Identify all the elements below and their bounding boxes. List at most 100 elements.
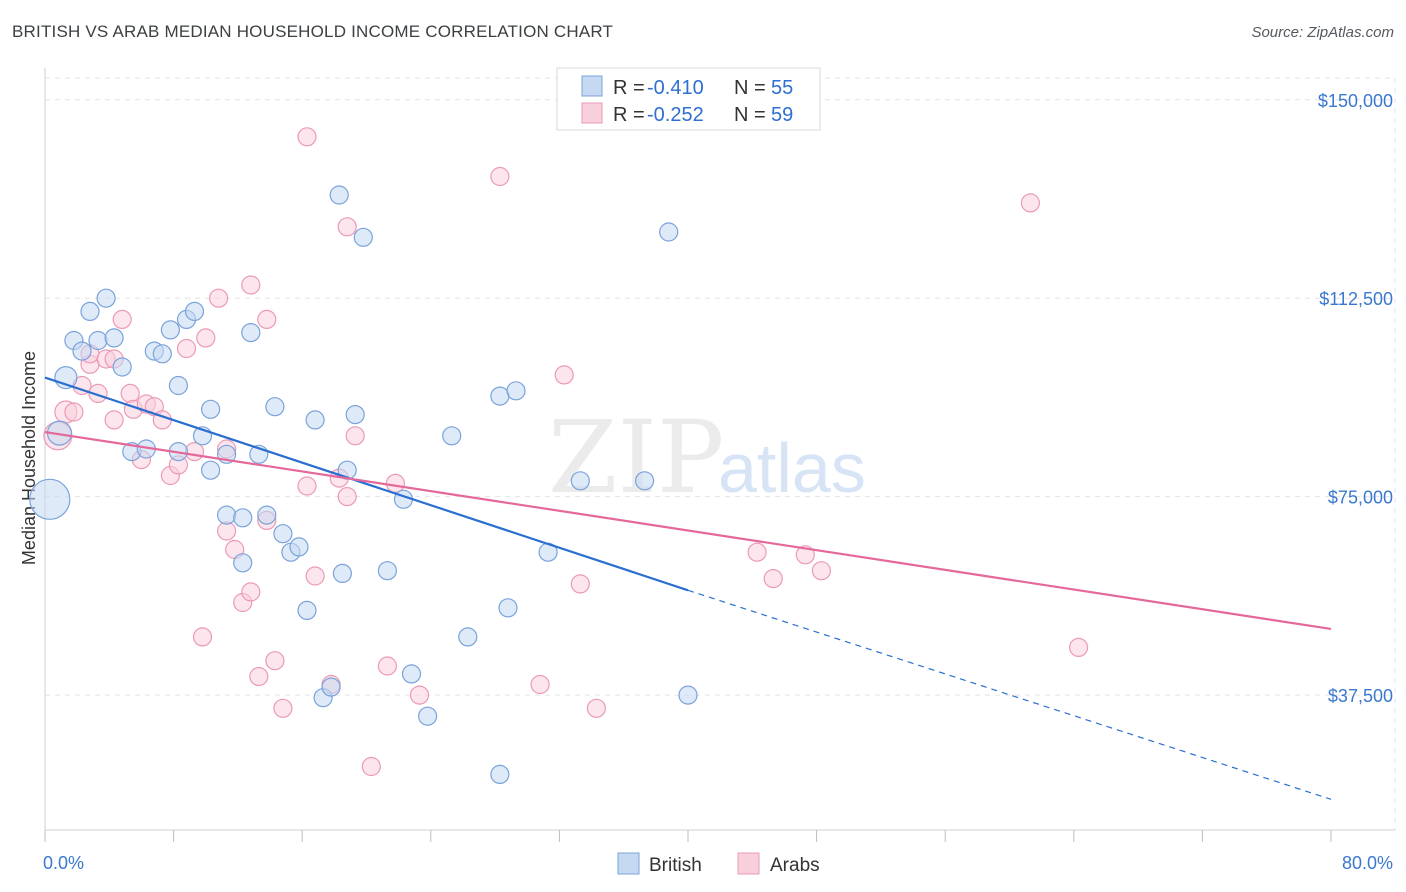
axes: $37,500 $75,000 $112,500 $150,000 0.0% 80.0% [43, 68, 1395, 873]
british-point [72, 341, 92, 361]
x-tick-label-right: 80.0% [1342, 853, 1393, 873]
arabs-point [64, 402, 84, 422]
arabs-point [385, 473, 405, 493]
british-point [88, 330, 108, 351]
arabs-point [120, 383, 140, 403]
british-point [345, 405, 365, 425]
british-point [570, 471, 590, 491]
british-point [289, 537, 309, 557]
arabs-point [265, 651, 285, 671]
arabs-point [176, 338, 197, 359]
british-trend-line [44, 376, 689, 592]
arabs-point [297, 127, 317, 147]
arabs-point [811, 561, 832, 581]
legend-british-n-label: N = [734, 77, 766, 99]
bottom-legend-swatch-arabs [737, 852, 760, 875]
british-point [634, 471, 655, 491]
arabs-point [530, 674, 550, 695]
bottom-legend-label-british: British [649, 855, 702, 876]
british-point [506, 381, 526, 401]
y-tick-label: $150,000 [1318, 91, 1393, 111]
british-point [353, 227, 373, 247]
arabs-point [795, 545, 815, 565]
arabs-point [747, 542, 767, 562]
y-tick-label: $37,500 [1328, 686, 1393, 706]
british-point [678, 685, 698, 705]
british-point [329, 185, 349, 205]
legend-british-r-label: R = [613, 77, 645, 99]
british-point [659, 222, 679, 242]
arabs-point [217, 521, 237, 541]
arabs-point [241, 275, 261, 295]
legend-swatch-british [581, 75, 603, 97]
legend-british-n-value: 55 [771, 77, 793, 99]
arabs-point [192, 627, 213, 647]
british-point [332, 563, 352, 584]
british-point [80, 301, 100, 321]
arabs-point [490, 166, 510, 187]
british-point [257, 505, 277, 525]
arabs-point [570, 574, 590, 594]
british-point [377, 561, 397, 581]
british-point [297, 600, 317, 621]
y-axis-title: Median Household Income [19, 351, 39, 565]
legend-british-r-value: -0.410 [647, 77, 704, 99]
british-point [490, 386, 510, 406]
british-point [104, 328, 124, 348]
british-points [29, 185, 698, 785]
legend-swatch-arabs [581, 102, 603, 124]
arabs-point [377, 656, 397, 676]
british-point [442, 426, 462, 446]
arabs-point [763, 568, 783, 589]
british-point [305, 410, 325, 430]
legend-arabs-r-label: R = [613, 104, 645, 126]
y-tick-label: $112,500 [1319, 289, 1393, 309]
arabs-point [1020, 193, 1041, 213]
watermark: ZIP atlas [548, 399, 866, 516]
arabs-point [1068, 637, 1089, 658]
x-tick-label-left: 0.0% [43, 853, 84, 873]
arabs-point [196, 328, 216, 348]
british-point [29, 478, 71, 520]
arabs-point [305, 566, 325, 586]
arabs-point [184, 442, 205, 462]
arabs-point [337, 217, 357, 237]
arabs-point [361, 756, 381, 777]
legend-arabs-n-label: N = [734, 104, 766, 126]
british-point [168, 375, 188, 396]
arabs-point [409, 685, 430, 705]
british-trend-extension [687, 589, 1332, 800]
british-point [401, 664, 422, 684]
british-point [273, 524, 293, 544]
correlation-legend: R = -0.410 N = 55 R = -0.252 N = 59 [556, 67, 821, 131]
bottom-legend-swatch-british [617, 852, 640, 875]
arabs-point [112, 309, 132, 329]
arabs-point [104, 410, 124, 430]
chart-source: Source: ZipAtlas.com [1251, 24, 1394, 41]
british-point [498, 598, 518, 618]
british-point [201, 399, 221, 419]
arabs-trend-line [44, 430, 1332, 631]
legend-arabs-n-value: 59 [771, 104, 793, 126]
british-point [265, 397, 285, 417]
arabs-point [241, 582, 261, 602]
bottom-legend-label-arabs: Arabs [770, 855, 820, 876]
british-point [241, 323, 261, 343]
arabs-point [209, 288, 229, 308]
british-point [184, 301, 205, 321]
british-point [233, 508, 253, 528]
british-point [201, 460, 221, 480]
british-point [217, 505, 237, 525]
watermark-atlas: atlas [718, 429, 866, 507]
arabs-point [249, 666, 269, 687]
arabs-point [273, 698, 293, 718]
arabs-point [337, 487, 357, 507]
british-point [112, 357, 132, 377]
british-point [321, 677, 341, 697]
british-point [418, 706, 438, 726]
british-point [160, 320, 180, 340]
series-legend: British Arabs [617, 852, 820, 876]
chart-title: BRITISH VS ARAB MEDIAN HOUSEHOLD INCOME … [12, 22, 614, 41]
arabs-point [297, 476, 317, 496]
